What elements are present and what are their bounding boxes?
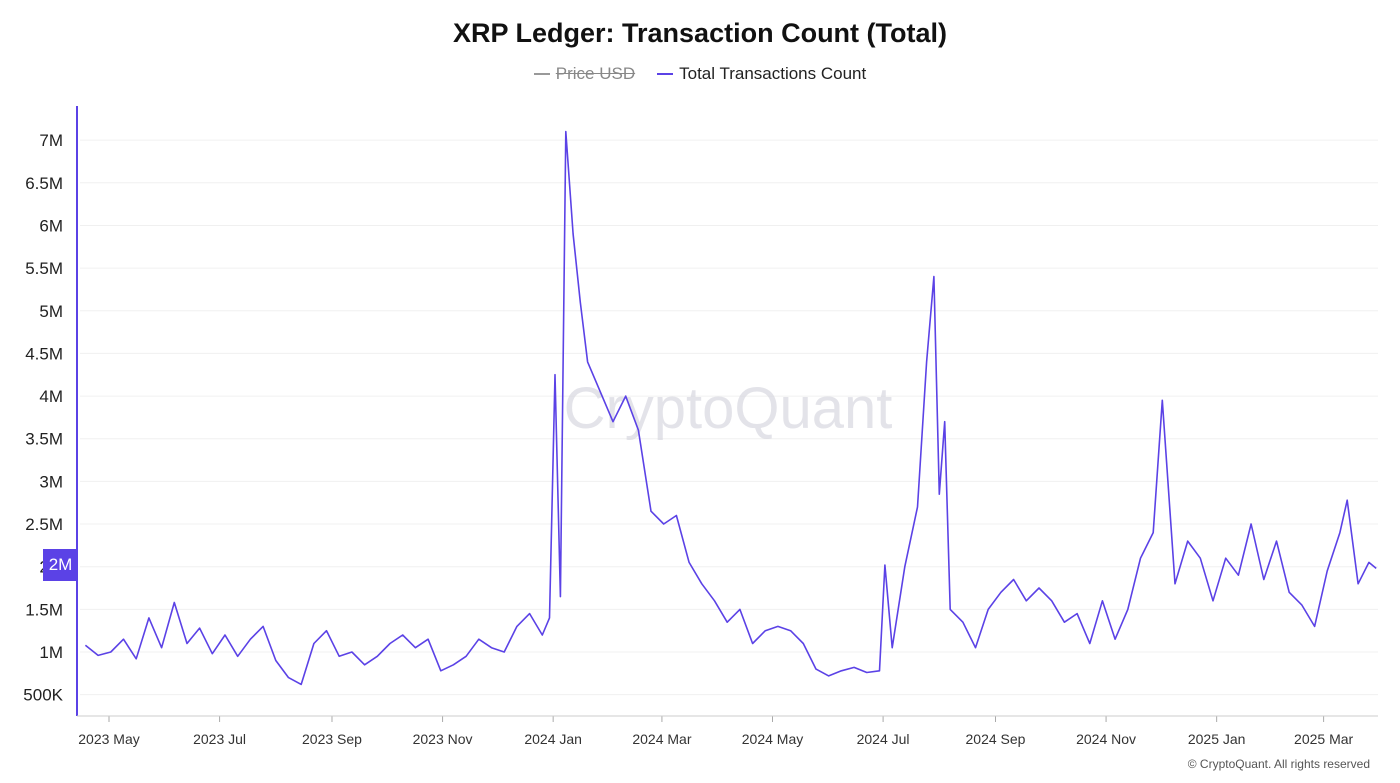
y-tick-label: 500K bbox=[23, 686, 63, 705]
legend-line-icon bbox=[533, 73, 550, 75]
x-axis: 2023 May 2023 Jul 2023 Sep 2023 Nov 2024 Jan… bbox=[78, 716, 1354, 747]
copyright: © CryptoQuant. All rights reserved bbox=[1187, 757, 1370, 771]
x-tick-label: 2023 Jul bbox=[193, 731, 246, 747]
x-tick-label: 2024 Jan bbox=[524, 731, 582, 747]
current-value-badge: 2M bbox=[43, 549, 78, 581]
y-tick-label: 1M bbox=[39, 643, 63, 662]
y-tick-label: 5.5M bbox=[25, 259, 63, 278]
y-axis: 500K1M1.5M2M2.5M3M3.5M4M4.5M5M5.5M6M6.5M… bbox=[23, 131, 63, 705]
x-tick-label: 2025 Jan bbox=[1188, 731, 1246, 747]
legend: Price USD Total Transactions Count bbox=[0, 64, 1400, 84]
y-tick-label: 1.5M bbox=[25, 600, 63, 619]
x-tick-label: 2023 Sep bbox=[302, 731, 362, 747]
legend-item-price-usd[interactable]: Price USD bbox=[533, 64, 636, 84]
series-line-total-transactions[interactable] bbox=[84, 130, 1377, 686]
x-tick-label: 2024 Nov bbox=[1076, 731, 1136, 747]
x-tick-label: 2024 Jul bbox=[857, 731, 910, 747]
legend-label: Price USD bbox=[555, 64, 636, 83]
legend-label: Total Transactions Count bbox=[679, 64, 867, 83]
watermark: CryptoQuant bbox=[564, 376, 893, 441]
x-tick-label: 2024 May bbox=[742, 731, 803, 747]
grid bbox=[80, 139, 1378, 696]
y-tick-label: 6M bbox=[39, 216, 63, 235]
y-tick-label: 6.5M bbox=[25, 174, 63, 193]
y-tick-label: 2.5M bbox=[25, 515, 63, 534]
y-tick-label: 5M bbox=[39, 302, 63, 321]
x-tick-label: 2023 May bbox=[78, 731, 139, 747]
x-tick-label: 2024 Mar bbox=[632, 731, 691, 747]
x-tick-label: 2025 Mar bbox=[1294, 731, 1353, 747]
y-tick-label: 4M bbox=[39, 387, 63, 406]
y-tick-label: 7M bbox=[39, 131, 63, 150]
legend-line-icon bbox=[657, 73, 674, 75]
x-tick-label: 2024 Sep bbox=[966, 731, 1026, 747]
y-tick-label: 3M bbox=[39, 472, 63, 491]
x-tick-label: 2023 Nov bbox=[413, 731, 473, 747]
y-tick-label: 4.5M bbox=[25, 344, 63, 363]
chart-title: XRP Ledger: Transaction Count (Total) bbox=[452, 18, 948, 48]
series-group bbox=[84, 130, 1377, 686]
y-tick-label: 3.5M bbox=[25, 430, 63, 449]
legend-item-total-transactions[interactable]: Total Transactions Count bbox=[657, 64, 866, 84]
